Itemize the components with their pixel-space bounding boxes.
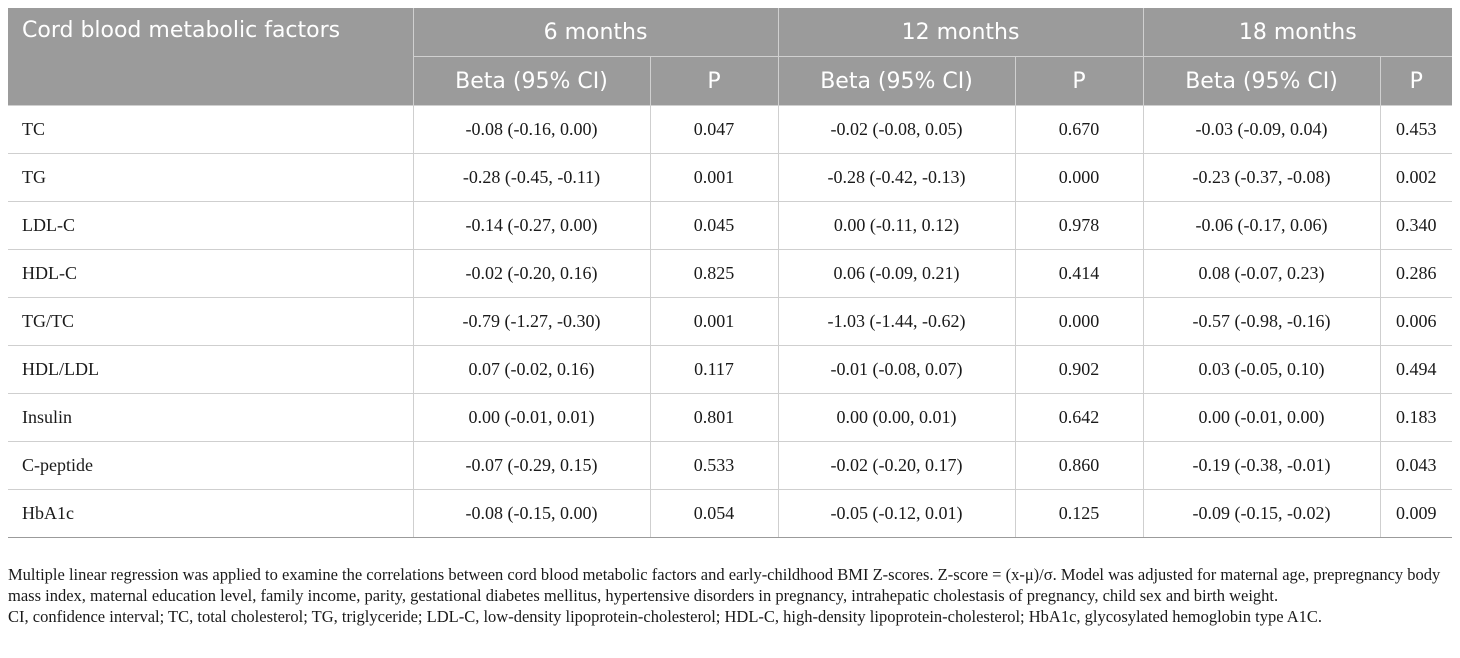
p-18-cell: 0.183: [1380, 393, 1453, 442]
factor-cell: HDL-C: [8, 249, 414, 298]
p-6-cell: 0.117: [650, 345, 779, 394]
header-factor: Cord blood metabolic factors: [8, 8, 414, 106]
factor-cell: LDL-C: [8, 201, 414, 250]
beta-18-cell: -0.19 (-0.38, -0.01): [1143, 441, 1381, 490]
table-row: TG/TC -0.79 (-1.27, -0.30) 0.001 -1.03 (…: [8, 297, 1453, 346]
footnote-abbreviations: CI, confidence interval; TC, total chole…: [8, 607, 1323, 626]
beta-18-cell: -0.57 (-0.98, -0.16): [1143, 297, 1381, 346]
beta-12-cell: -0.28 (-0.42, -0.13): [778, 153, 1016, 202]
beta-6-cell: -0.28 (-0.45, -0.11): [413, 153, 651, 202]
beta-18-cell: 0.00 (-0.01, 0.00): [1143, 393, 1381, 442]
beta-18-cell: 0.08 (-0.07, 0.23): [1143, 249, 1381, 298]
p-12-cell: 0.642: [1015, 393, 1144, 442]
factor-cell: TG/TC: [8, 297, 414, 346]
header-12-months: 12 months: [778, 8, 1144, 57]
p-18-cell: 0.009: [1380, 489, 1453, 538]
header-beta-18: Beta (95% CI): [1143, 56, 1381, 106]
beta-12-cell: 0.00 (-0.11, 0.12): [778, 201, 1016, 250]
table-row: HDL/LDL 0.07 (-0.02, 0.16) 0.117 -0.01 (…: [8, 345, 1453, 394]
beta-12-cell: 0.06 (-0.09, 0.21): [778, 249, 1016, 298]
p-18-cell: 0.340: [1380, 201, 1453, 250]
p-12-cell: 0.000: [1015, 297, 1144, 346]
p-12-cell: 0.000: [1015, 153, 1144, 202]
header-p-12: P: [1015, 56, 1144, 106]
beta-12-cell: -0.02 (-0.08, 0.05): [778, 105, 1016, 154]
p-18-cell: 0.286: [1380, 249, 1453, 298]
header-p-18: P: [1380, 56, 1453, 106]
header-beta-12: Beta (95% CI): [778, 56, 1016, 106]
beta-6-cell: -0.07 (-0.29, 0.15): [413, 441, 651, 490]
beta-6-cell: -0.14 (-0.27, 0.00): [413, 201, 651, 250]
beta-18-cell: 0.03 (-0.05, 0.10): [1143, 345, 1381, 394]
p-12-cell: 0.978: [1015, 201, 1144, 250]
header-6-months: 6 months: [413, 8, 779, 57]
factor-cell: HbA1c: [8, 489, 414, 538]
p-6-cell: 0.054: [650, 489, 779, 538]
p-6-cell: 0.001: [650, 297, 779, 346]
regression-table: Cord blood metabolic factors 6 months 12…: [8, 8, 1453, 538]
beta-18-cell: -0.23 (-0.37, -0.08): [1143, 153, 1381, 202]
table-row: TC -0.08 (-0.16, 0.00) 0.047 -0.02 (-0.0…: [8, 105, 1453, 154]
p-18-cell: 0.006: [1380, 297, 1453, 346]
header-18-months: 18 months: [1143, 8, 1453, 57]
table-row: LDL-C -0.14 (-0.27, 0.00) 0.045 0.00 (-0…: [8, 201, 1453, 250]
beta-12-cell: -1.03 (-1.44, -0.62): [778, 297, 1016, 346]
beta-12-cell: -0.02 (-0.20, 0.17): [778, 441, 1016, 490]
p-12-cell: 0.860: [1015, 441, 1144, 490]
table-row: Insulin 0.00 (-0.01, 0.01) 0.801 0.00 (0…: [8, 393, 1453, 442]
factor-cell: TG: [8, 153, 414, 202]
header-p-6: P: [650, 56, 779, 106]
table-row: C-peptide -0.07 (-0.29, 0.15) 0.533 -0.0…: [8, 441, 1453, 490]
p-18-cell: 0.002: [1380, 153, 1453, 202]
footnote-methods: Multiple linear regression was applied t…: [8, 565, 1441, 605]
beta-6-cell: -0.08 (-0.16, 0.00): [413, 105, 651, 154]
p-6-cell: 0.045: [650, 201, 779, 250]
p-6-cell: 0.801: [650, 393, 779, 442]
factor-cell: HDL/LDL: [8, 345, 414, 394]
beta-6-cell: 0.00 (-0.01, 0.01): [413, 393, 651, 442]
p-18-cell: 0.043: [1380, 441, 1453, 490]
table-row: HbA1c -0.08 (-0.15, 0.00) 0.054 -0.05 (-…: [8, 489, 1453, 538]
beta-6-cell: -0.79 (-1.27, -0.30): [413, 297, 651, 346]
p-6-cell: 0.047: [650, 105, 779, 154]
p-12-cell: 0.125: [1015, 489, 1144, 538]
beta-18-cell: -0.03 (-0.09, 0.04): [1143, 105, 1381, 154]
table-row: TG -0.28 (-0.45, -0.11) 0.001 -0.28 (-0.…: [8, 153, 1453, 202]
p-12-cell: 0.902: [1015, 345, 1144, 394]
factor-cell: C-peptide: [8, 441, 414, 490]
factor-cell: TC: [8, 105, 414, 154]
beta-18-cell: -0.09 (-0.15, -0.02): [1143, 489, 1381, 538]
factor-cell: Insulin: [8, 393, 414, 442]
p-12-cell: 0.414: [1015, 249, 1144, 298]
p-6-cell: 0.533: [650, 441, 779, 490]
beta-12-cell: -0.01 (-0.08, 0.07): [778, 345, 1016, 394]
beta-18-cell: -0.06 (-0.17, 0.06): [1143, 201, 1381, 250]
p-12-cell: 0.670: [1015, 105, 1144, 154]
header-row-periods: Cord blood metabolic factors 6 months 12…: [8, 8, 1453, 106]
beta-6-cell: -0.02 (-0.20, 0.16): [413, 249, 651, 298]
p-6-cell: 0.001: [650, 153, 779, 202]
p-6-cell: 0.825: [650, 249, 779, 298]
table-footnotes: Multiple linear regression was applied t…: [8, 564, 1452, 627]
table-row: HDL-C -0.02 (-0.20, 0.16) 0.825 0.06 (-0…: [8, 249, 1453, 298]
p-18-cell: 0.494: [1380, 345, 1453, 394]
beta-6-cell: 0.07 (-0.02, 0.16): [413, 345, 651, 394]
header-beta-6: Beta (95% CI): [413, 56, 651, 106]
p-18-cell: 0.453: [1380, 105, 1453, 154]
header-row-stats: Beta (95% CI) P Beta (95% CI) P Beta (95…: [8, 56, 1453, 106]
beta-12-cell: 0.00 (0.00, 0.01): [778, 393, 1016, 442]
beta-6-cell: -0.08 (-0.15, 0.00): [413, 489, 651, 538]
beta-12-cell: -0.05 (-0.12, 0.01): [778, 489, 1016, 538]
